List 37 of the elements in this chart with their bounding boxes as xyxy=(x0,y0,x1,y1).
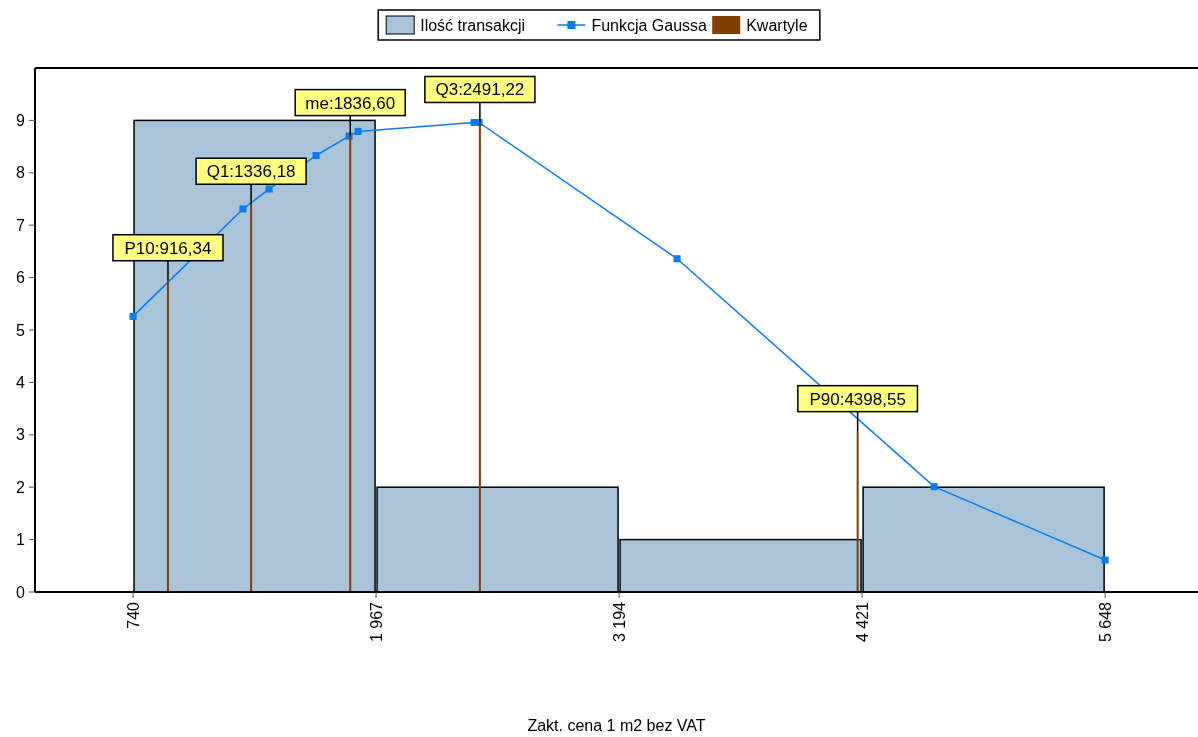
point xyxy=(129,312,137,320)
legend-label: Ilość transakcji xyxy=(420,17,526,34)
bar xyxy=(349,135,352,592)
y-tick-label: 5 xyxy=(16,321,26,339)
annotation: me:1836,60 xyxy=(305,93,396,113)
point xyxy=(930,483,938,491)
bar xyxy=(856,431,859,592)
legend-label: Kwartyle xyxy=(746,17,808,34)
annotation: Q3:2491,22 xyxy=(435,80,525,100)
x-tick-label: 1 967 xyxy=(367,601,385,643)
y-tick-label: 7 xyxy=(16,216,26,234)
y-tick-label: 8 xyxy=(16,164,26,182)
annotation: P90:4398,55 xyxy=(809,389,906,409)
y-tick-label: 2 xyxy=(16,478,26,496)
y-tick-label: 0 xyxy=(16,583,26,601)
point xyxy=(1101,556,1109,564)
point xyxy=(673,255,681,263)
annotation: P10:916,34 xyxy=(124,238,212,258)
annotation: Q1:1336,18 xyxy=(206,162,296,182)
y-tick-label: 1 xyxy=(16,531,26,549)
point xyxy=(312,151,320,160)
legend-label: Funkcja Gaussa xyxy=(591,17,708,34)
x-axis-title: Zakt. cena 1 m2 bez VAT xyxy=(527,717,706,734)
bar xyxy=(478,122,481,592)
x-tick-label: 3 194 xyxy=(610,601,628,643)
y-tick-label: 4 xyxy=(16,374,26,391)
point xyxy=(265,185,273,193)
bar xyxy=(166,280,169,592)
x-tick-label: 5 648 xyxy=(1096,601,1114,643)
y-tick-label: 9 xyxy=(16,112,26,129)
point xyxy=(354,127,362,135)
x-tick-label: 4 421 xyxy=(853,601,871,643)
y-tick-label: 3 xyxy=(16,426,26,444)
point xyxy=(239,205,247,213)
bar xyxy=(250,204,253,592)
x-tick-label: 740 xyxy=(124,601,142,629)
y-tick-label: 6 xyxy=(16,269,26,287)
